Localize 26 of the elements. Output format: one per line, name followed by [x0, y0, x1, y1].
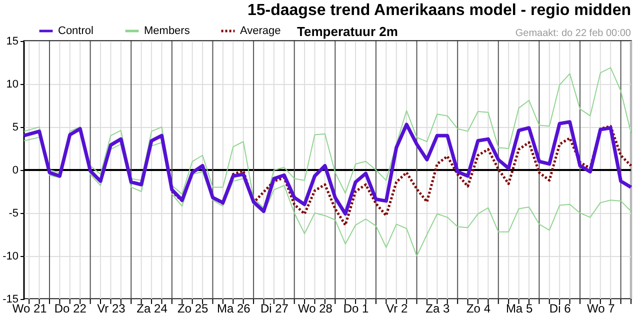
y-tick-label: -10: [2, 250, 18, 262]
y-tick-label: 5: [12, 122, 18, 134]
x-tick-label: Ma 5: [506, 302, 533, 316]
text: Gemaakt: do 22 feb 00:00: [515, 28, 632, 39]
x-tick-label: Vr 23: [97, 302, 126, 316]
x-tick-label: Wo 7: [586, 302, 616, 316]
x-tick-label: Zo 4: [466, 302, 491, 316]
x-tick-label: Do 22: [54, 302, 87, 316]
y-tick-label: 15: [6, 36, 18, 48]
y-tick-label: -5: [8, 208, 18, 220]
x-tick-label: Za 24: [136, 302, 168, 316]
x-tick-label: Zo 25: [177, 302, 208, 316]
x-tick-label: Ma 26: [216, 302, 251, 316]
x-tick-label: Vr 2: [386, 302, 408, 316]
x-tick-label: Do 1: [343, 302, 370, 316]
y-tick-label: 10: [6, 78, 18, 90]
chart-subtitle: Temperatuur 2m: [297, 24, 398, 39]
x-tick-label: Di 6: [549, 302, 572, 316]
chart-title: 15-daagse trend Amerikaans model - regio midden: [247, 2, 631, 19]
x-tick-label: Di 27: [260, 302, 289, 316]
y-tick-label: 0: [12, 164, 18, 176]
legend-label: Members: [144, 25, 190, 37]
legend-label: Average: [240, 25, 281, 37]
legend-label: Control: [58, 25, 94, 37]
x-tick-label: Wo 28: [298, 302, 333, 316]
x-tick-label: Za 3: [426, 302, 450, 316]
